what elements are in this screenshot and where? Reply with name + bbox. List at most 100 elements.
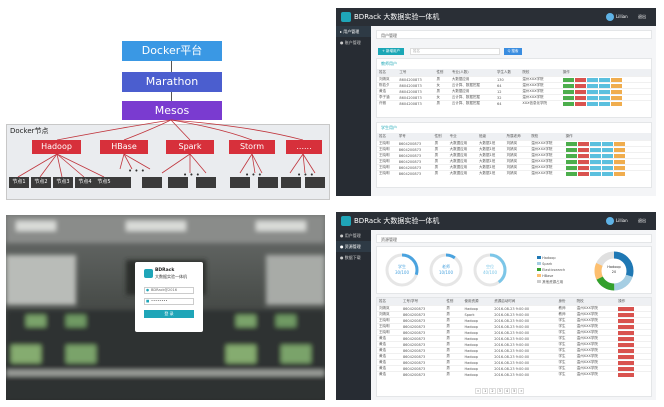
action-button[interactable] [589, 153, 601, 158]
action-button[interactable] [601, 171, 613, 176]
action-button[interactable] [562, 89, 574, 94]
sidebar-item-resource[interactable]: ● 资源管理 [336, 241, 371, 252]
action-button[interactable] [565, 141, 577, 146]
action-button[interactable] [562, 83, 574, 88]
page-link[interactable]: » [518, 388, 525, 394]
search-input[interactable]: 姓名 [410, 48, 500, 55]
action-button[interactable] [562, 95, 574, 100]
action-button[interactable] [574, 95, 586, 100]
action-button[interactable] [598, 83, 610, 88]
action-button[interactable] [613, 159, 625, 164]
action-button[interactable] [601, 141, 613, 146]
cell: 大数据1班 [477, 146, 505, 153]
action-button[interactable] [598, 89, 610, 94]
col-header: 操作 [563, 133, 651, 141]
action-button[interactable] [610, 89, 622, 94]
action-button[interactable] [589, 147, 601, 152]
action-button[interactable] [589, 171, 601, 176]
user-name[interactable]: Lillian [616, 14, 628, 19]
sidebar-item-user[interactable]: ▸ 用户管理 [336, 26, 371, 37]
cell: 云计算、数据挖掘 [449, 82, 495, 89]
page-link[interactable]: 2 [489, 388, 496, 394]
action-button[interactable] [577, 165, 589, 170]
action-button[interactable] [586, 95, 598, 100]
action-button[interactable] [574, 83, 586, 88]
release-button[interactable] [618, 366, 635, 371]
action-button[interactable] [601, 159, 613, 164]
action-button[interactable] [577, 141, 589, 146]
release-button[interactable] [618, 348, 635, 353]
release-button[interactable] [618, 342, 635, 347]
action-cell [560, 94, 651, 101]
action-button[interactable] [598, 77, 610, 82]
action-button[interactable] [586, 89, 598, 94]
table-row: 黄浩 8604200873 男 Hadoop 2016-08-23 9:00:00 学生温… [377, 335, 651, 342]
exit-button[interactable]: 退出 [638, 218, 646, 223]
action-button[interactable] [565, 153, 577, 158]
sidebar-item-account[interactable]: ● 账户管理 [340, 40, 361, 45]
page-link[interactable]: 5 [511, 388, 518, 394]
login-button[interactable]: 登 录 [144, 310, 194, 318]
user-avatar[interactable] [606, 13, 614, 21]
release-button[interactable] [618, 336, 635, 341]
password-field[interactable]: ■ •••••••• [144, 298, 194, 305]
action-button[interactable] [613, 153, 625, 158]
action-button[interactable] [589, 141, 601, 146]
action-button[interactable] [574, 101, 586, 106]
page-link[interactable]: « [475, 388, 482, 394]
action-button[interactable] [610, 77, 622, 82]
action-button[interactable] [577, 147, 589, 152]
page-link[interactable]: 1 [482, 388, 489, 394]
release-button[interactable] [618, 318, 635, 323]
action-button[interactable] [598, 101, 610, 106]
release-button[interactable] [618, 312, 635, 317]
action-button[interactable] [562, 101, 574, 106]
release-button[interactable] [618, 306, 635, 311]
release-button[interactable] [618, 372, 635, 377]
page-link[interactable]: 4 [503, 388, 511, 394]
action-button[interactable] [586, 101, 598, 106]
action-button[interactable] [601, 165, 613, 170]
action-button[interactable] [610, 83, 622, 88]
sidebar-item-user[interactable]: ● 用户管理 [340, 233, 361, 238]
release-button[interactable] [618, 330, 635, 335]
cell: 8604200873 [396, 164, 433, 171]
action-button[interactable] [613, 141, 625, 146]
release-button[interactable] [618, 354, 635, 359]
action-button[interactable] [601, 147, 613, 152]
release-button[interactable] [618, 324, 635, 329]
exit-button[interactable]: 退出 [638, 14, 646, 19]
col-header: 性别 [432, 133, 448, 141]
action-button[interactable] [565, 159, 577, 164]
action-button[interactable] [574, 77, 586, 82]
action-button[interactable] [577, 153, 589, 158]
action-button[interactable] [562, 77, 574, 82]
action-button[interactable] [613, 165, 625, 170]
action-button[interactable] [589, 159, 601, 164]
cell: 男 [432, 152, 448, 159]
action-button[interactable] [610, 101, 622, 106]
action-button[interactable] [577, 171, 589, 176]
action-button[interactable] [601, 153, 613, 158]
action-button[interactable] [565, 147, 577, 152]
action-button[interactable] [613, 171, 625, 176]
action-button[interactable] [574, 89, 586, 94]
release-button[interactable] [618, 360, 635, 365]
search-button[interactable]: Q 搜索 [504, 48, 522, 55]
action-button[interactable] [565, 171, 577, 176]
user-avatar[interactable] [606, 217, 614, 225]
add-user-button[interactable]: + 新增用户 [378, 48, 404, 55]
action-button[interactable] [598, 95, 610, 100]
action-button[interactable] [586, 83, 598, 88]
action-button[interactable] [586, 77, 598, 82]
action-button[interactable] [610, 95, 622, 100]
page-link[interactable]: 3 [496, 388, 503, 394]
user-name[interactable]: Lillian [616, 218, 628, 223]
cell: 温州XXX学院 [574, 365, 617, 372]
action-button[interactable] [565, 165, 577, 170]
action-button[interactable] [613, 147, 625, 152]
action-button[interactable] [589, 165, 601, 170]
username-field[interactable]: ● BDRack@2016 [144, 287, 194, 294]
action-button[interactable] [577, 159, 589, 164]
sidebar-item-download[interactable]: ● 数据下载 [340, 255, 361, 260]
